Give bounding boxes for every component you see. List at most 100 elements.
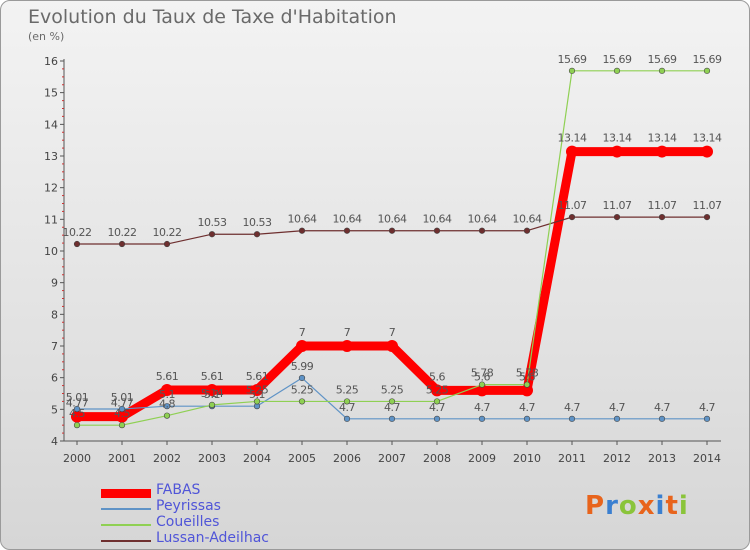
data-label: 5.14 [201, 387, 224, 400]
data-point [163, 403, 171, 410]
x-tick-label: 2001 [108, 452, 136, 465]
data-label: 7 [344, 326, 351, 339]
y-tick-label: 4 [51, 435, 58, 448]
y-tick-label: 15 [44, 87, 58, 100]
data-point [568, 415, 576, 422]
data-label: 10.22 [63, 226, 92, 239]
x-tick-label: 2004 [243, 452, 271, 465]
data-label: 13.14 [558, 132, 587, 145]
data-point [478, 415, 486, 422]
data-point [658, 67, 666, 74]
data-point [73, 240, 81, 248]
data-point [388, 415, 396, 422]
data-point [523, 381, 531, 388]
data-point [523, 415, 531, 422]
data-point [613, 415, 621, 422]
y-tick-label: 10 [44, 245, 58, 258]
data-point [521, 384, 533, 397]
data-label: 10.64 [288, 213, 317, 226]
data-label: 11.07 [693, 199, 722, 212]
data-label: 5.01 [66, 391, 89, 404]
data-label: 5.99 [291, 360, 314, 373]
data-label: 5.1 [204, 388, 220, 401]
x-tick-label: 2009 [468, 452, 496, 465]
y-tick-label: 9 [51, 277, 58, 290]
x-tick-label: 2011 [558, 452, 586, 465]
legend-item: Lussan-Adeilhac [101, 530, 321, 549]
data-label: 13.14 [648, 132, 677, 145]
data-label: 7 [299, 326, 306, 339]
data-point [388, 227, 396, 234]
data-label: 5.01 [111, 391, 134, 404]
data-label: 5.6 [474, 370, 490, 383]
data-label: 5.1 [159, 388, 175, 401]
data-point [476, 384, 488, 397]
data-label: 10.64 [423, 213, 452, 226]
x-tick-label: 2002 [153, 452, 181, 465]
x-tick-label: 2006 [333, 452, 361, 465]
data-point [523, 227, 531, 234]
data-label: 10.22 [153, 226, 182, 239]
data-point [386, 340, 398, 352]
legend-swatch [101, 508, 151, 510]
data-point [703, 214, 711, 221]
data-point [566, 145, 578, 158]
data-point [163, 412, 171, 419]
data-point [71, 410, 83, 423]
y-tick-label: 11 [44, 213, 58, 226]
data-label: 4.5 [69, 407, 85, 420]
data-point [118, 405, 126, 413]
y-tick-label: 13 [44, 150, 58, 163]
data-point [298, 374, 306, 382]
data-label: 5.25 [291, 383, 314, 396]
data-point [118, 240, 126, 248]
data-point [431, 384, 443, 397]
data-point [298, 227, 306, 234]
data-label: 4.77 [66, 397, 89, 410]
data-point [568, 214, 576, 221]
data-point [701, 145, 713, 158]
data-label: 10.64 [468, 213, 497, 226]
data-label: 13.14 [693, 132, 722, 145]
legend-item: FABAS [101, 482, 321, 501]
data-label: 5.25 [381, 383, 404, 396]
y-tick-label: 12 [44, 182, 58, 195]
data-point [163, 240, 171, 248]
data-point [613, 67, 621, 74]
data-label: 5.25 [246, 383, 269, 396]
data-label: 10.64 [513, 213, 542, 226]
logo-letter: x [637, 491, 656, 521]
x-tick-label: 2007 [378, 452, 406, 465]
data-label: 10.64 [333, 213, 362, 226]
data-label: 5.6 [519, 370, 535, 383]
y-tick-label: 5 [51, 403, 58, 416]
data-point [703, 415, 711, 422]
data-point [206, 384, 218, 397]
data-label: 15.69 [648, 53, 677, 66]
data-point [161, 384, 173, 397]
data-point [116, 410, 128, 423]
data-point [658, 214, 666, 221]
data-label: 4.7 [699, 401, 715, 414]
y-tick-label: 7 [51, 340, 58, 353]
data-label: 4.7 [429, 401, 445, 414]
legend-swatch [101, 540, 151, 542]
data-point [658, 415, 666, 422]
x-tick-label: 2005 [288, 452, 316, 465]
data-label: 4.7 [564, 401, 580, 414]
legend-item: Peyrissas [101, 498, 321, 517]
logo-letter: i [678, 491, 689, 521]
data-point [478, 381, 486, 388]
data-point [478, 227, 486, 234]
data-point [703, 67, 711, 74]
y-tick-label: 8 [51, 308, 58, 321]
data-label: 11.07 [558, 199, 587, 212]
chart-title: Evolution du Taux de Taxe d'Habitation [28, 6, 397, 28]
y-tick-label: 14 [44, 118, 58, 131]
data-label: 4.7 [339, 401, 355, 414]
x-tick-label: 2003 [198, 452, 226, 465]
data-point [343, 398, 351, 405]
data-label: 5.25 [426, 383, 449, 396]
